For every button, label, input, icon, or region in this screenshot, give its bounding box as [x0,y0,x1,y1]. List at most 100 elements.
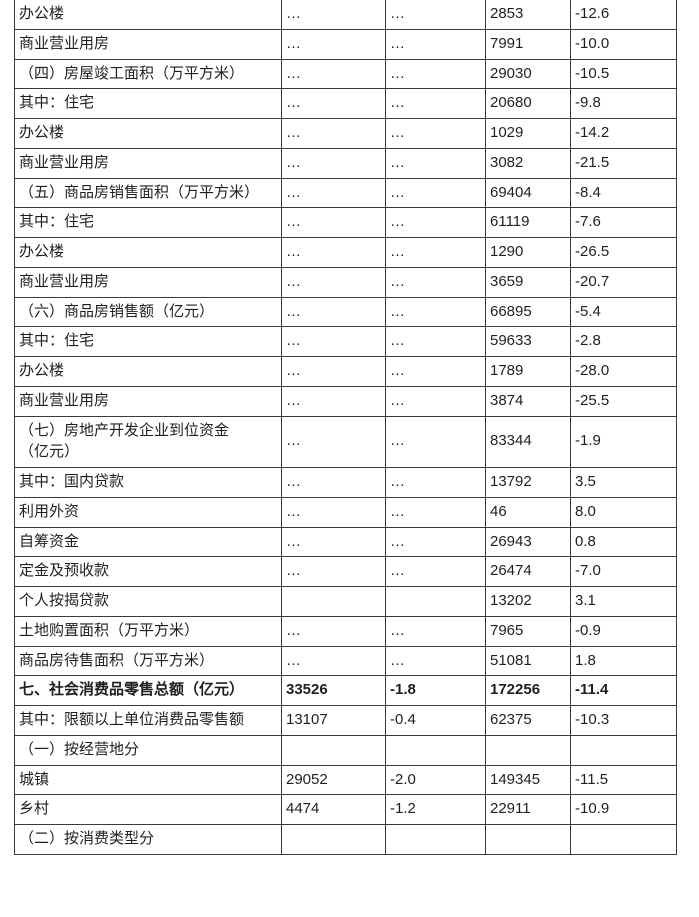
table-body: 办公楼…… 2853 -12.6 商业营业用房…… 7991 -10.0 （四）房屋竣工面积… [14,0,677,855]
row-value-4: -0.9 [570,615,677,647]
row-value-1: … [281,237,386,268]
row-value-4: -11.4 [570,675,677,706]
table-row: 办公楼…… 1290 -26.5 [14,237,677,268]
row-value-3: 83344 [485,415,571,468]
row-value-4: 3.5 [570,467,677,498]
row-label: 其中：住宅 [14,207,282,238]
table-row: 乡村 4474 -1.2 22911 -10.9 [14,794,677,825]
row-value-4: -20.7 [570,266,677,298]
row-value-1: … [281,177,386,209]
row-value-2: … [385,326,486,357]
row-label: （五）商品房销售面积（万平方米） [14,177,282,209]
row-label: 商业营业用房 [14,385,282,417]
row-label: 七、社会消费品零售总额（亿元） [14,675,282,706]
row-value-3: 46 [485,496,571,528]
row-label: 商业营业用房 [14,28,282,60]
table-row: 其中：限额以上单位消费品零售额 13107 -0.4 62375 -10.3 [14,705,677,736]
table-row: 商业营业用房…… 7991 -10.0 [14,28,677,60]
table-row: （四）房屋竣工面积（万平方米）…… 29030 -10.5 [14,58,677,90]
row-value-1: … [281,326,386,357]
row-label: 利用外资 [14,496,282,528]
row-value-1: 33526 [281,675,386,706]
row-value-4: -25.5 [570,385,677,417]
row-label: 商品房待售面积（万平方米） [14,645,282,677]
row-value-1: … [281,385,386,417]
row-value-4: -10.9 [570,794,677,825]
row-label: 办公楼 [14,118,282,149]
row-value-2: -2.0 [385,764,486,796]
row-value-3: 69404 [485,177,571,209]
row-value-4: -2.8 [570,326,677,357]
row-value-2: … [385,526,486,558]
row-value-4: -5.4 [570,296,677,328]
row-value-2: … [385,496,486,528]
row-value-3: 3082 [485,147,571,179]
row-value-4: -21.5 [570,147,677,179]
row-value-2: … [385,296,486,328]
row-value-2: … [385,615,486,647]
row-label: （六）商品房销售额（亿元） [14,296,282,328]
row-value-4: -14.2 [570,118,677,149]
row-value-1: … [281,0,386,30]
row-value-3: 3874 [485,385,571,417]
row-value-2 [385,586,486,617]
row-value-3: 66895 [485,296,571,328]
row-value-1: … [281,147,386,179]
row-value-3 [485,734,571,766]
row-value-3: 62375 [485,705,571,736]
row-value-2: … [385,177,486,209]
row-value-3: 20680 [485,88,571,119]
row-value-1: … [281,207,386,238]
table-row: 商品房待售面积（万平方米）…… 51081 1.8 [14,645,677,677]
row-value-1 [281,824,386,855]
row-value-2: … [385,118,486,149]
row-value-4: -26.5 [570,237,677,268]
row-value-2: … [385,415,486,468]
row-value-3: 13792 [485,467,571,498]
row-value-2: … [385,556,486,587]
row-label: （一）按经营地分 [14,734,282,766]
row-value-1: … [281,496,386,528]
row-value-3: 13202 [485,586,571,617]
row-value-3: 59633 [485,326,571,357]
row-value-1: … [281,356,386,387]
row-value-2 [385,734,486,766]
row-label: 办公楼 [14,237,282,268]
row-value-4: -10.3 [570,705,677,736]
table-row: 商业营业用房…… 3874 -25.5 [14,385,677,417]
row-label: 自筹资金 [14,526,282,558]
row-value-1: … [281,58,386,90]
row-value-2: … [385,467,486,498]
row-value-2: … [385,237,486,268]
row-value-4: -1.9 [570,415,677,468]
row-value-1: … [281,615,386,647]
row-value-2: -0.4 [385,705,486,736]
table-row: 其中：住宅…… 59633 -2.8 [14,326,677,357]
row-label: 商业营业用房 [14,266,282,298]
row-value-1: … [281,467,386,498]
row-label: 定金及预收款 [14,556,282,587]
row-value-1: 13107 [281,705,386,736]
row-value-3: 149345 [485,764,571,796]
row-label: 乡村 [14,794,282,825]
table-row: 其中：住宅…… 61119 -7.6 [14,207,677,238]
row-value-2: … [385,207,486,238]
row-value-1: … [281,526,386,558]
table-row: 城镇 29052 -2.0 149345 -11.5 [14,764,677,796]
row-label: （四）房屋竣工面积（万平方米） [14,58,282,90]
row-label: 其中：限额以上单位消费品零售额 [14,705,282,736]
row-label: 土地购置面积（万平方米） [14,615,282,647]
row-value-4: -28.0 [570,356,677,387]
table-row: （六）商品房销售额（亿元）…… 66895 -5.4 [14,296,677,328]
table-row: 土地购置面积（万平方米）…… 7965 -0.9 [14,615,677,647]
table-row: 商业营业用房…… 3082 -21.5 [14,147,677,179]
table-row: 利用外资…… 46 8.0 [14,496,677,528]
row-label: 其中：国内贷款 [14,467,282,498]
row-value-2: -1.8 [385,675,486,706]
row-value-2: … [385,0,486,30]
row-value-3: 172256 [485,675,571,706]
row-value-3: 7965 [485,615,571,647]
row-value-1: 4474 [281,794,386,825]
table-row: 商业营业用房…… 3659 -20.7 [14,266,677,298]
row-value-3: 2853 [485,0,571,30]
